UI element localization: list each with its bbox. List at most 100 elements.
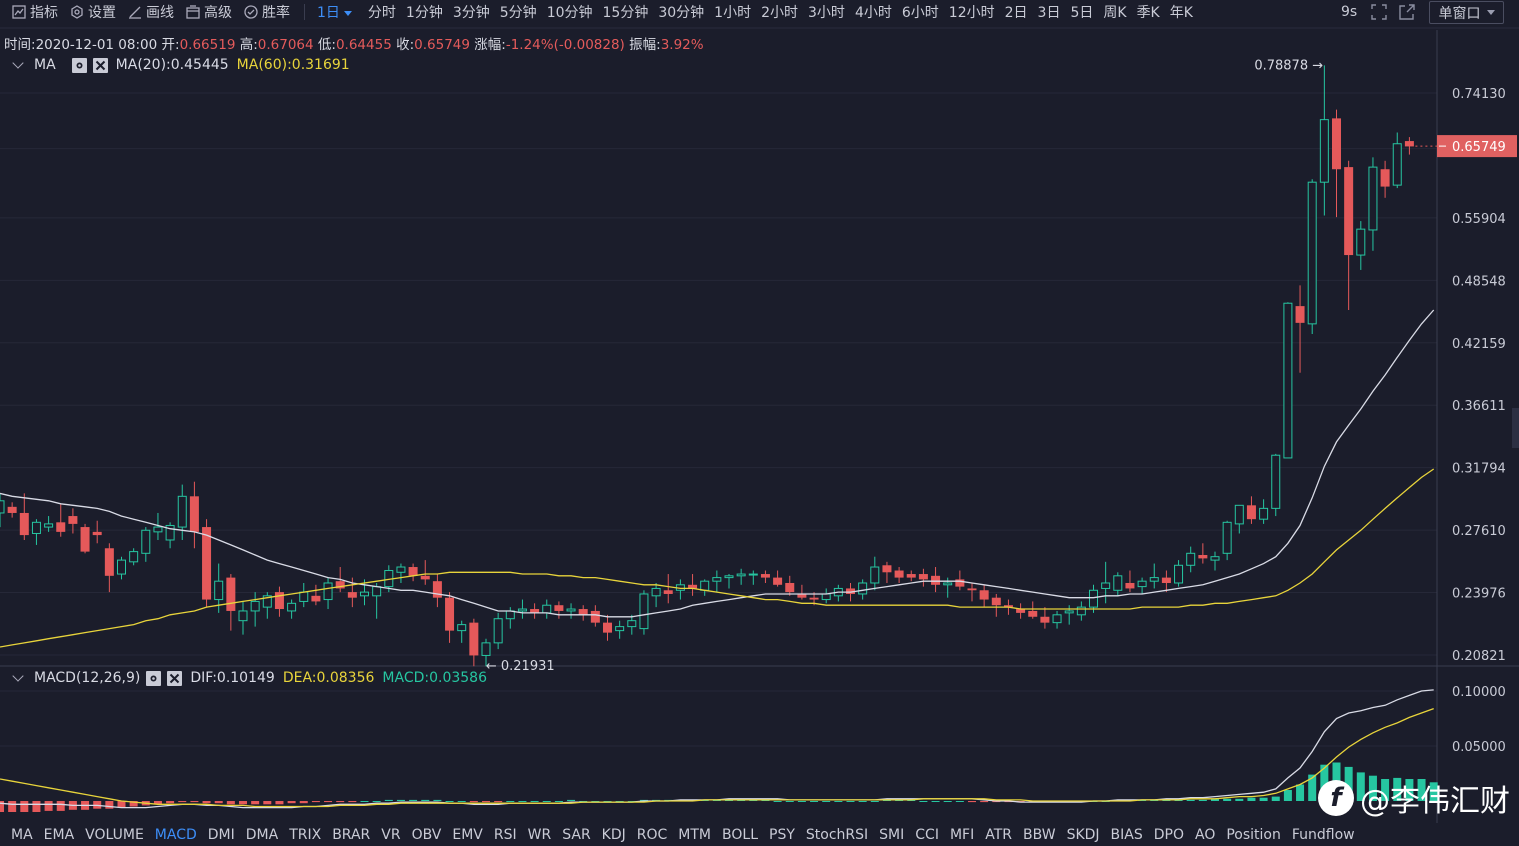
- indicator-tab-bbw[interactable]: BBW: [1023, 827, 1056, 843]
- macd-histogram-bar: [846, 801, 855, 802]
- candle-body: [773, 577, 783, 585]
- interval-18[interactable]: 年K: [1169, 5, 1193, 21]
- indicator-tab-cci[interactable]: CCI: [915, 827, 939, 843]
- window-mode-select[interactable]: 单窗口: [1429, 1, 1504, 24]
- macd-histogram-bar: [1271, 796, 1280, 801]
- interval-7[interactable]: 1小时: [714, 5, 752, 21]
- collapse-chevron-icon[interactable]: [12, 57, 24, 69]
- tool-settings[interactable]: 设置: [70, 2, 116, 22]
- draw-line-icon: [128, 5, 142, 19]
- interval-4[interactable]: 10分钟: [546, 5, 593, 21]
- indicator-tab-wr[interactable]: WR: [527, 827, 552, 843]
- tool-settings-label: 设置: [88, 5, 116, 21]
- tool-win-rate[interactable]: 胜率: [244, 2, 290, 22]
- indicator-tab-ma[interactable]: MA: [11, 827, 33, 843]
- price-tick-label: 0.42159: [1452, 337, 1506, 352]
- candle-body: [299, 591, 309, 602]
- interval-9[interactable]: 3小时: [808, 5, 845, 21]
- gear-icon[interactable]: [146, 670, 162, 686]
- indicator-tab-dmi[interactable]: DMI: [207, 827, 235, 843]
- fullscreen-button[interactable]: [1371, 0, 1387, 24]
- macd-histogram-bar: [1247, 797, 1256, 801]
- win-rate-icon: [244, 5, 258, 19]
- candle-body: [1210, 556, 1220, 561]
- indicator-tab-ao[interactable]: AO: [1195, 827, 1216, 843]
- indicator-tab-trix[interactable]: TRIX: [289, 827, 322, 843]
- collapse-chevron-icon[interactable]: [12, 670, 24, 682]
- interval-0[interactable]: 分时: [367, 5, 396, 21]
- refresh-rate[interactable]: 9s: [1341, 0, 1357, 24]
- macd-histogram-bar: [1405, 779, 1414, 801]
- indicator-tab-mtm[interactable]: MTM: [678, 827, 712, 843]
- macd-histogram-bar: [44, 801, 53, 811]
- interval-10[interactable]: 4小时: [854, 5, 892, 21]
- candle-body: [311, 595, 321, 602]
- indicator-tab-brar[interactable]: BRAR: [332, 827, 371, 843]
- macd-histogram-bar: [421, 799, 430, 801]
- candle-body: [967, 588, 977, 591]
- candle-body: [469, 622, 479, 656]
- popout-button[interactable]: [1399, 0, 1415, 24]
- advanced-icon: [186, 5, 200, 19]
- indicator-tab-psy[interactable]: PSY: [769, 827, 795, 843]
- interval-3[interactable]: 5分钟: [499, 5, 537, 21]
- indicator-tab-volume[interactable]: VOLUME: [85, 827, 144, 843]
- macd-histogram-bar: [433, 799, 442, 801]
- close-icon[interactable]: [92, 57, 108, 73]
- interval-16[interactable]: 周K: [1103, 5, 1127, 21]
- indicator-tab-obv[interactable]: OBV: [411, 827, 442, 843]
- candle-body: [396, 566, 406, 573]
- interval-dropdown[interactable]: 1日: [317, 2, 352, 22]
- indicator-tab-vr[interactable]: VR: [381, 827, 401, 843]
- candle-body: [955, 579, 965, 587]
- indicator-tab-boll[interactable]: BOLL: [722, 827, 758, 843]
- macd-histogram-bar: [117, 801, 126, 808]
- candle-body: [31, 521, 41, 534]
- indicator-tab-dma[interactable]: DMA: [245, 827, 279, 843]
- indicator-tab-fundflow[interactable]: Fundflow: [1291, 827, 1355, 843]
- interval-11[interactable]: 6小时: [901, 5, 939, 21]
- indicator-tab-stochrsi[interactable]: StochRSI: [805, 827, 869, 843]
- interval-6[interactable]: 30分钟: [658, 5, 705, 21]
- interval-12[interactable]: 12小时: [948, 5, 995, 21]
- indicator-tab-emv[interactable]: EMV: [452, 827, 483, 843]
- tool-draw-line[interactable]: 画线: [128, 2, 174, 22]
- ma-legend: MA MA(20):0.45445 MA(60):0.31691: [12, 55, 350, 75]
- interval-5[interactable]: 15分钟: [602, 5, 649, 21]
- macd-histogram-bar: [153, 801, 162, 805]
- interval-2[interactable]: 3分钟: [452, 5, 490, 21]
- candle-body: [19, 512, 29, 536]
- indicator-tab-skdj[interactable]: SKDJ: [1066, 827, 1100, 843]
- interval-17[interactable]: 季K: [1136, 5, 1160, 21]
- indicator-tab-ema[interactable]: EMA: [43, 827, 75, 843]
- gear-icon[interactable]: [71, 57, 87, 73]
- macd-histogram-bar: [1393, 777, 1402, 801]
- indicator-tab-roc[interactable]: ROC: [636, 827, 668, 843]
- indicator-tab-kdj[interactable]: KDJ: [601, 827, 626, 843]
- indicator-tab-bias[interactable]: BIAS: [1110, 827, 1143, 843]
- candle-body: [748, 573, 758, 576]
- candle-body: [530, 609, 540, 613]
- candle-body: [202, 527, 212, 600]
- interval-8[interactable]: 2小时: [761, 5, 799, 21]
- candle-body: [141, 529, 151, 554]
- indicator-tab-atr[interactable]: ATR: [985, 827, 1012, 843]
- interval-1[interactable]: 1分钟: [405, 5, 443, 21]
- indicator-tab-position[interactable]: Position: [1226, 827, 1281, 843]
- tool-advanced[interactable]: 高级: [186, 2, 232, 22]
- indicator-tab-macd[interactable]: MACD: [154, 827, 197, 843]
- tool-indicator[interactable]: 指标: [12, 2, 58, 22]
- indicator-tab-mfi[interactable]: MFI: [949, 827, 975, 843]
- interval-14[interactable]: 3日: [1037, 5, 1061, 21]
- candle-body: [481, 642, 491, 656]
- indicator-tab-smi[interactable]: SMI: [879, 827, 905, 843]
- indicator-tab-rsi[interactable]: RSI: [493, 827, 517, 843]
- interval-15[interactable]: 5日: [1070, 5, 1094, 21]
- indicator-tab-dpo[interactable]: DPO: [1153, 827, 1184, 843]
- interval-13[interactable]: 2日: [1004, 5, 1028, 21]
- macd-histogram-bar: [239, 801, 247, 805]
- candle-body: [1113, 575, 1123, 591]
- indicator-tab-sar[interactable]: SAR: [562, 827, 591, 843]
- close-icon[interactable]: [167, 670, 183, 686]
